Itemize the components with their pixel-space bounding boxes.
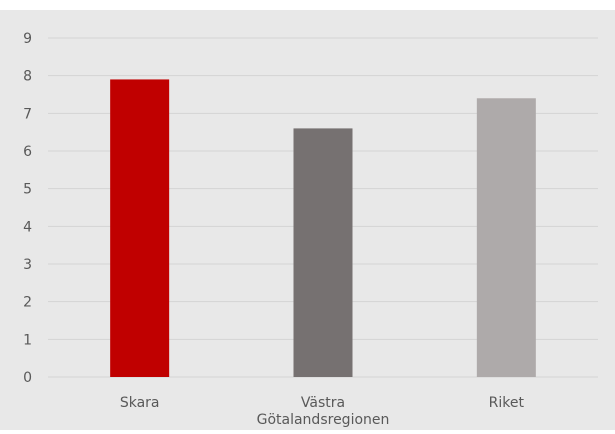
bars (110, 79, 536, 378)
x-category-label-line: Götalandsregionen (257, 412, 390, 428)
y-tick-label-5: 5 (23, 182, 32, 198)
y-tick-label-8: 8 (23, 69, 32, 85)
y-tick-label-9: 9 (23, 31, 32, 47)
x-axis-category-labels: Skara Västra Götalandsregionen Riket (120, 395, 525, 428)
y-tick-label-2: 2 (23, 295, 32, 311)
y-axis-tick-labels: 0 1 2 3 4 5 6 7 8 9 (23, 31, 32, 386)
y-tick-label-7: 7 (23, 106, 32, 122)
y-tick-label-1: 1 (23, 332, 32, 348)
bar-2 (476, 98, 536, 378)
x-category-label-1: Västra Götalandsregionen (257, 395, 390, 428)
bar-0 (110, 79, 170, 377)
bar-1 (293, 128, 353, 377)
x-category-label-line: Riket (489, 395, 525, 411)
y-tick-label-3: 3 (23, 257, 32, 273)
x-category-label-line: Skara (120, 395, 160, 411)
y-tick-label-0: 0 (23, 370, 32, 386)
y-tick-label-4: 4 (23, 219, 32, 235)
y-tick-label-6: 6 (23, 144, 32, 160)
x-category-label-2: Riket (489, 395, 525, 411)
x-category-label-0: Skara (120, 395, 160, 411)
x-category-label-line: Västra (301, 395, 345, 411)
